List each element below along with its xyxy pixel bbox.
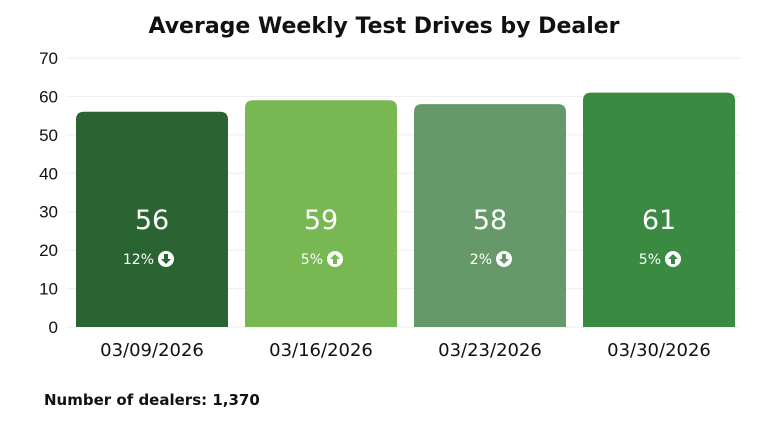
change-label: 12%	[123, 252, 154, 268]
arrow-down-icon	[158, 251, 174, 267]
bar-value-label: 56	[135, 205, 169, 236]
change-label: 2%	[470, 252, 492, 268]
x-tick-label: 03/23/2026	[438, 340, 542, 361]
bar-group: 56 12%	[76, 111, 228, 327]
bar-group: 58 2%	[414, 104, 566, 327]
x-tick-label: 03/09/2026	[100, 340, 204, 361]
bar	[76, 111, 228, 327]
change-label: 5%	[639, 252, 661, 268]
bar-group: 61 5%	[583, 92, 735, 327]
arrow-up-icon	[327, 251, 343, 267]
chart-title: Average Weekly Test Drives by Dealer	[148, 14, 620, 39]
change-label: 5%	[301, 252, 323, 268]
y-tick-label: 50	[39, 126, 58, 145]
bar-value-label: 61	[642, 205, 676, 236]
y-tick-label: 10	[39, 280, 58, 299]
dealer-count: Number of dealers: 1,370	[44, 391, 260, 409]
bar-group: 59 5%	[245, 100, 397, 328]
x-tick-label: 03/30/2026	[607, 340, 711, 361]
x-tick-label: 03/16/2026	[269, 340, 373, 361]
y-tick-label: 60	[39, 87, 58, 106]
bar-value-label: 58	[473, 205, 507, 236]
y-tick-label: 20	[39, 241, 58, 260]
bar	[245, 100, 397, 328]
y-tick-label: 30	[39, 203, 58, 222]
y-tick-label: 70	[39, 49, 58, 68]
bar	[414, 104, 566, 327]
bar-value-label: 59	[304, 205, 338, 236]
y-tick-label: 40	[39, 164, 58, 183]
arrow-up-icon	[665, 251, 681, 267]
bar	[583, 92, 735, 327]
y-tick-label: 0	[49, 318, 58, 337]
arrow-down-icon	[496, 251, 512, 267]
